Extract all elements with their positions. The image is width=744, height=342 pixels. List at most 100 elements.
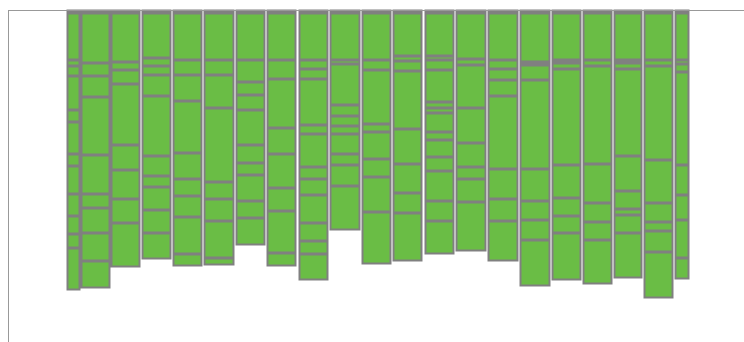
bar-19-segment-5 bbox=[613, 68, 643, 157]
bar-18-segment-2 bbox=[582, 12, 613, 61]
bar-4-segment-9 bbox=[141, 186, 172, 211]
bar-10-segment-10 bbox=[329, 164, 361, 187]
bar-12-segment-8 bbox=[392, 192, 423, 214]
bar-15-segment-7 bbox=[487, 168, 519, 200]
bar-2-segment-5 bbox=[80, 96, 111, 156]
bar-15-segment-8 bbox=[487, 198, 519, 222]
bar-4-segment-5 bbox=[141, 74, 172, 97]
bar-4-segment-8 bbox=[141, 175, 172, 188]
bar-14-segment-9 bbox=[455, 201, 487, 252]
bars-group bbox=[66, 9, 690, 299]
bar-7-segment-7 bbox=[235, 144, 266, 164]
bar-13-segment-11 bbox=[424, 156, 455, 172]
bar-17-segment-5 bbox=[551, 68, 582, 166]
bar-5-segment-2 bbox=[172, 12, 203, 61]
bar-4-segment-6 bbox=[141, 95, 172, 157]
bar-9-segment-13 bbox=[298, 253, 329, 281]
bar-19-segment-10 bbox=[613, 232, 643, 279]
bar-1-segment-13 bbox=[66, 247, 81, 291]
bar-16-segment-6 bbox=[519, 168, 551, 202]
bar-1-segment-9 bbox=[66, 165, 81, 195]
bar-3-segment-4 bbox=[110, 69, 141, 85]
bar-20-segment-3 bbox=[643, 59, 674, 67]
bar-10-segment-6 bbox=[329, 115, 361, 127]
bar-5-segment-7 bbox=[172, 178, 203, 197]
bar-6-segment-9 bbox=[203, 257, 235, 266]
bar-10-segment-4 bbox=[329, 63, 361, 106]
bar-13-segment-4 bbox=[424, 59, 455, 71]
bar-3-segment-2 bbox=[110, 12, 141, 63]
bar-16-segment-5 bbox=[519, 79, 551, 170]
bar-7-segment-9 bbox=[235, 174, 266, 202]
bar-1-segment-12 bbox=[66, 233, 81, 249]
bar-9-segment-10 bbox=[298, 194, 329, 224]
bar-18-segment-4 bbox=[582, 65, 613, 165]
bar-4-segment-4 bbox=[141, 65, 172, 76]
bar-4-segment-11 bbox=[141, 232, 172, 260]
bar-12-segment-9 bbox=[392, 212, 423, 262]
bar-9-segment-11 bbox=[298, 222, 329, 242]
bar-12-segment-2 bbox=[392, 12, 423, 57]
bar-2-segment-9 bbox=[80, 232, 111, 262]
bar-1-segment-3 bbox=[66, 59, 81, 67]
bar-5-segment-8 bbox=[172, 195, 203, 218]
bar-17-segment-8 bbox=[551, 215, 582, 234]
bar-21-segment-5 bbox=[674, 71, 690, 166]
bar-8-segment-2 bbox=[266, 12, 297, 61]
bar-9-segment-5 bbox=[298, 78, 329, 126]
bar-10-segment-2 bbox=[329, 12, 361, 61]
bar-5-segment-3 bbox=[172, 59, 203, 76]
bar-15-segment-2 bbox=[487, 12, 519, 61]
bar-13-segment-12 bbox=[424, 170, 455, 202]
bar-17-segment-2 bbox=[551, 12, 582, 61]
bar-10-segment-11 bbox=[329, 185, 361, 231]
bar-17-segment-7 bbox=[551, 197, 582, 217]
bar-12-segment-3 bbox=[392, 55, 423, 62]
bar-7-segment-2 bbox=[235, 12, 266, 61]
bar-5-segment-10 bbox=[172, 253, 203, 267]
bar-19-segment-7 bbox=[613, 190, 643, 210]
bar-8-segment-5 bbox=[266, 127, 297, 155]
bar-14-segment-6 bbox=[455, 142, 487, 168]
bar-21-segment-9 bbox=[674, 257, 690, 280]
bar-18-segment-8 bbox=[582, 239, 613, 285]
bar-17-segment-4 bbox=[551, 62, 582, 70]
bar-12-segment-6 bbox=[392, 128, 423, 165]
bar-8-segment-6 bbox=[266, 153, 297, 189]
bar-1-segment-2 bbox=[66, 12, 81, 61]
bar-10-segment-8 bbox=[329, 133, 361, 155]
bar-6-segment-6 bbox=[203, 181, 235, 200]
bar-11-segment-8 bbox=[361, 176, 392, 213]
bar-13-segment-3 bbox=[424, 55, 455, 61]
bar-21-segment-6 bbox=[674, 164, 690, 196]
bar-9-segment-9 bbox=[298, 178, 329, 196]
bar-1-segment-10 bbox=[66, 193, 81, 217]
bar-13-segment-5 bbox=[424, 69, 455, 103]
bar-1-segment-6 bbox=[66, 109, 81, 123]
bar-16-segment-8 bbox=[519, 219, 551, 241]
bar-7-segment-3 bbox=[235, 59, 266, 83]
bar-7-segment-5 bbox=[235, 94, 266, 111]
bar-15-segment-5 bbox=[487, 79, 519, 97]
bar-21-segment-3 bbox=[674, 59, 690, 65]
bar-18-segment-7 bbox=[582, 221, 613, 241]
bar-20-segment-4 bbox=[643, 65, 674, 161]
bar-13-segment-6 bbox=[424, 101, 455, 109]
bar-15-segment-4 bbox=[487, 68, 519, 81]
bar-21-segment-8 bbox=[674, 219, 690, 259]
bar-7-segment-4 bbox=[235, 81, 266, 96]
bar-4-segment-7 bbox=[141, 155, 172, 177]
bar-2-segment-3 bbox=[80, 62, 111, 77]
bar-7-segment-8 bbox=[235, 162, 266, 176]
bar-16-segment-3 bbox=[519, 61, 551, 66]
bar-2-segment-8 bbox=[80, 207, 111, 234]
bar-14-segment-3 bbox=[455, 58, 487, 66]
bar-8-segment-8 bbox=[266, 210, 297, 254]
bar-10-segment-3 bbox=[329, 59, 361, 65]
bar-17-segment-6 bbox=[551, 164, 582, 199]
bar-14-segment-5 bbox=[455, 107, 487, 144]
bar-3-segment-7 bbox=[110, 169, 141, 200]
bar-19-segment-6 bbox=[613, 155, 643, 192]
bar-12-segment-5 bbox=[392, 70, 423, 130]
bar-16-segment-9 bbox=[519, 239, 551, 287]
